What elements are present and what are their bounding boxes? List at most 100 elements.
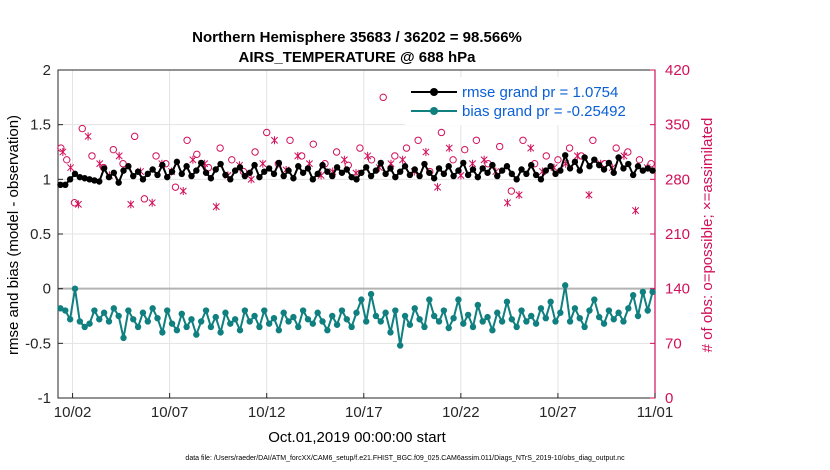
rmse-point-13 [120, 167, 127, 174]
bias-point-32 [212, 313, 219, 321]
bias-point-55 [324, 327, 331, 334]
bias-point-17 [139, 309, 147, 316]
bias-point-71 [401, 312, 409, 320]
rmse-point-1 [62, 181, 69, 188]
bias-point-5 [81, 323, 88, 331]
bias-point-121 [644, 307, 651, 314]
bias-point-122 [649, 288, 656, 296]
rmse-point-120 [639, 167, 647, 174]
rmse-point-26 [183, 163, 190, 170]
rmse-point-28 [193, 167, 200, 174]
bias-point-16 [134, 323, 142, 331]
bias-point-7 [91, 307, 98, 314]
bias-point-110 [591, 296, 598, 303]
rmse-point-31 [207, 175, 215, 182]
rmse-point-99 [537, 176, 545, 183]
rmse-point-8 [96, 178, 103, 185]
bias-point-29 [197, 318, 205, 325]
bias-point-65 [372, 312, 380, 320]
obs-possible-point-40 [495, 142, 504, 151]
rmse-point-103 [557, 167, 564, 174]
obs-possible-point-30 [379, 93, 387, 102]
obs-possible-point-42 [519, 136, 527, 144]
bias-point-52 [309, 320, 317, 327]
bias-point-44 [270, 314, 278, 322]
obs-possible-point-53 [647, 160, 655, 168]
rmse-point-71 [401, 163, 409, 170]
bias-point-34 [222, 309, 229, 316]
rmse-point-23 [168, 168, 176, 175]
bias-point-76 [426, 296, 433, 303]
bias-point-63 [363, 318, 370, 325]
y-right-tick-label-2: 140 [665, 281, 690, 298]
rmse-point-84 [464, 171, 472, 179]
obs-possible-point-41 [507, 187, 516, 195]
rmse-point-5 [81, 175, 88, 182]
obs-possible-point-3 [78, 124, 86, 133]
bias-point-0 [57, 305, 64, 312]
rmse-point-67 [382, 170, 389, 178]
rmse-point-75 [421, 160, 428, 168]
obs-assimilated-point-51 [632, 206, 640, 215]
bias-point-109 [586, 307, 593, 314]
bias-point-1 [62, 307, 69, 314]
bias-point-26 [183, 323, 190, 331]
y-axis-label-right: # of obs: o=possible; ×=assimilated [699, 118, 716, 353]
rmse-point-108 [581, 154, 588, 161]
obs-possible-point-12 [171, 183, 180, 191]
rmse-point-102 [552, 170, 559, 178]
obs-assimilated-point-2 [74, 200, 82, 209]
x-tick-label-4: 10/22 [442, 404, 480, 421]
y-axis-label-left: rmse and bias (model - observation) [5, 115, 22, 355]
bias-point-97 [528, 312, 535, 320]
rmse-point-32 [212, 166, 219, 173]
bias-point-23 [168, 320, 176, 327]
rmse-point-115 [615, 154, 622, 161]
bias-point-40 [251, 312, 258, 320]
rmse-point-68 [387, 165, 394, 172]
bias-point-53 [314, 309, 321, 316]
obs-possible-point-44 [542, 152, 550, 160]
obs-possible-point-28 [356, 144, 364, 152]
bias-point-90 [494, 309, 501, 316]
rmse-point-93 [508, 170, 516, 178]
rmse-point-15 [130, 172, 137, 180]
rmse-point-110 [591, 156, 598, 163]
rmse-point-121 [644, 165, 651, 172]
bias-point-50 [299, 307, 307, 314]
bias-point-103 [557, 309, 564, 316]
rmse-point-62 [358, 169, 365, 176]
legend: rmse grand pr = 1.0754 bias grand pr = -… [405, 77, 650, 125]
bias-point-70 [396, 342, 404, 349]
bias-point-118 [629, 292, 637, 299]
bias-point-114 [610, 316, 617, 323]
rmse-point-25 [178, 170, 185, 178]
bias-point-39 [246, 318, 253, 325]
bias-point-43 [265, 320, 273, 327]
obs-assimilated-point-38 [480, 155, 488, 164]
x-tick-label-1: 10/07 [151, 404, 189, 421]
rmse-point-39 [246, 169, 253, 176]
obs-possible-point-16 [216, 144, 224, 152]
bias-point-106 [571, 305, 579, 312]
legend-box [405, 77, 650, 125]
rmse-point-51 [304, 165, 312, 172]
obs-assimilated-point-0 [59, 148, 67, 156]
bias-point-84 [464, 311, 472, 319]
rmse-point-35 [227, 176, 234, 183]
rmse-point-53 [314, 170, 321, 178]
rmse-point-57 [333, 164, 341, 171]
rmse-point-21 [159, 161, 166, 169]
rmse-point-48 [290, 175, 297, 182]
bias-point-73 [411, 305, 418, 312]
obs-possible-point-26 [332, 148, 341, 156]
obs-assimilated-point-35 [445, 144, 453, 153]
obs-assimilated-point-42 [527, 144, 535, 153]
obs-possible-point-0 [57, 144, 65, 152]
bias-point-30 [202, 307, 210, 314]
rmse-point-83 [460, 159, 467, 167]
obs-possible-point-19 [251, 148, 259, 156]
bias-point-24 [173, 327, 181, 334]
legend-bias-label: bias grand pr = -0.25492 [462, 103, 626, 120]
bias-point-33 [217, 329, 224, 336]
